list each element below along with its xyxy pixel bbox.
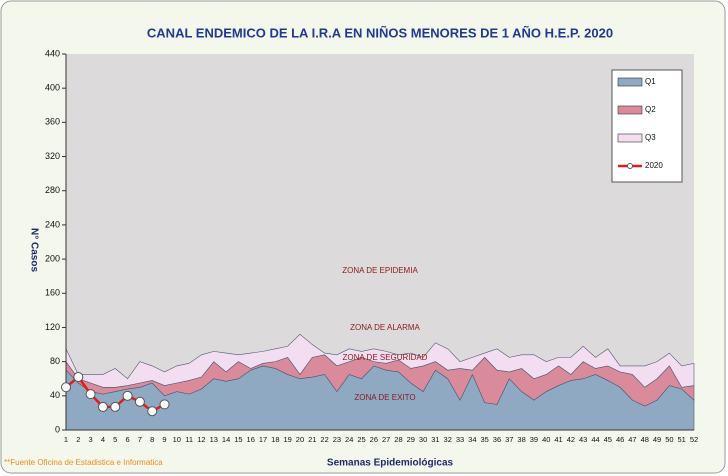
x-tick-label: 52 bbox=[690, 435, 698, 444]
x-tick-label: 20 bbox=[296, 435, 304, 444]
y-tick-label: 0 bbox=[55, 424, 60, 434]
x-tick-label: 17 bbox=[259, 435, 267, 444]
x-tick-label: 39 bbox=[530, 435, 538, 444]
y-tick-label: 200 bbox=[45, 253, 60, 263]
x-tick-label: 29 bbox=[407, 435, 415, 444]
legend-swatch bbox=[617, 105, 643, 115]
x-tick-label: 51 bbox=[678, 435, 686, 444]
x-tick-label: 19 bbox=[283, 435, 291, 444]
y-tick-label: 320 bbox=[45, 151, 60, 161]
x-tick-label: 44 bbox=[591, 435, 599, 444]
x-tick-label: 46 bbox=[616, 435, 624, 444]
x-axis-label: Semanas Epidemiológicas bbox=[327, 458, 454, 469]
zone-label: ZONA DE SEGURIDAD bbox=[343, 353, 428, 362]
x-tick-label: 42 bbox=[567, 435, 575, 444]
x-tick-label: 9 bbox=[162, 435, 166, 444]
legend-swatch-point bbox=[627, 163, 633, 169]
zone-label: ZONA DE EPIDEMIA bbox=[342, 266, 418, 275]
point bbox=[97, 401, 108, 412]
x-tick-label: 11 bbox=[185, 435, 193, 444]
x-tick-label: 48 bbox=[641, 435, 649, 444]
x-tick-label: 2 bbox=[76, 435, 80, 444]
x-tick-label: 18 bbox=[271, 435, 279, 444]
x-tick-label: 21 bbox=[308, 435, 316, 444]
point bbox=[110, 401, 121, 412]
x-tick-label: 26 bbox=[370, 435, 378, 444]
y-tick-label: 40 bbox=[50, 390, 60, 400]
x-tick-label: 40 bbox=[542, 435, 550, 444]
x-tick-label: 6 bbox=[125, 435, 129, 444]
x-tick-label: 16 bbox=[247, 435, 255, 444]
point bbox=[147, 406, 158, 417]
x-tick-label: 50 bbox=[665, 435, 673, 444]
point bbox=[73, 372, 84, 383]
x-tick-label: 22 bbox=[320, 435, 328, 444]
x-tick-label: 5 bbox=[113, 435, 117, 444]
x-tick-label: 38 bbox=[517, 435, 525, 444]
x-tick-label: 24 bbox=[345, 435, 353, 444]
x-tick-label: 36 bbox=[493, 435, 501, 444]
x-tick-label: 15 bbox=[234, 435, 242, 444]
y-tick-label: 360 bbox=[45, 117, 60, 127]
legend-swatch bbox=[617, 133, 643, 143]
x-tick-label: 43 bbox=[579, 435, 587, 444]
x-tick-label: 13 bbox=[210, 435, 218, 444]
point bbox=[61, 382, 71, 393]
zone-label: ZONA DE ALARMA bbox=[350, 323, 420, 332]
legend bbox=[611, 69, 683, 183]
x-tick-label: 37 bbox=[505, 435, 513, 444]
x-tick-label: 32 bbox=[444, 435, 452, 444]
legend-label: Q3 bbox=[645, 133, 656, 142]
x-tick-label: 3 bbox=[89, 435, 93, 444]
y-tick-label: 120 bbox=[45, 322, 60, 332]
x-tick-label: 49 bbox=[653, 435, 661, 444]
footnote: **Fuente Oficina de Estadistica e Inform… bbox=[4, 458, 163, 467]
x-tick-label: 27 bbox=[382, 435, 390, 444]
x-tick-label: 23 bbox=[333, 435, 341, 444]
x-tick-label: 35 bbox=[480, 435, 488, 444]
point bbox=[85, 389, 96, 400]
point bbox=[134, 396, 145, 407]
point bbox=[122, 390, 133, 401]
legend-swatch bbox=[617, 77, 643, 87]
x-tick-label: 34 bbox=[468, 435, 476, 444]
x-tick-label: 12 bbox=[197, 435, 205, 444]
y-tick-label: 80 bbox=[50, 356, 60, 366]
x-tick-label: 8 bbox=[150, 435, 154, 444]
y-tick-label: 160 bbox=[45, 288, 60, 298]
y-axis-label: N° Casos bbox=[28, 228, 39, 272]
x-tick-label: 30 bbox=[419, 435, 427, 444]
area-q3 bbox=[65, 333, 695, 388]
x-tick-label: 33 bbox=[456, 435, 464, 444]
x-tick-label: 7 bbox=[138, 435, 142, 444]
x-tick-label: 14 bbox=[222, 435, 230, 444]
legend-label: Q2 bbox=[645, 105, 656, 114]
x-tick-label: 25 bbox=[357, 435, 365, 444]
chart-title: CANAL ENDEMICO DE LA I.R.A EN NIÑOS MENO… bbox=[147, 25, 613, 40]
x-tick-label: 45 bbox=[604, 435, 612, 444]
y-tick-label: 440 bbox=[45, 48, 60, 58]
legend-label: 2020 bbox=[645, 161, 663, 170]
x-tick-label: 4 bbox=[101, 435, 105, 444]
x-tick-label: 31 bbox=[431, 435, 439, 444]
y-tick-label: 240 bbox=[45, 219, 60, 229]
point bbox=[159, 399, 170, 410]
y-tick-label: 400 bbox=[45, 83, 60, 93]
x-tick-label: 1 bbox=[64, 435, 68, 444]
legend-label: Q1 bbox=[645, 77, 656, 86]
y-tick-label: 280 bbox=[45, 185, 60, 195]
x-tick-label: 47 bbox=[628, 435, 636, 444]
x-tick-label: 10 bbox=[173, 435, 181, 444]
x-tick-label: 41 bbox=[554, 435, 562, 444]
zone-label: ZONA DE EXITO bbox=[354, 393, 415, 402]
x-tick-label: 28 bbox=[394, 435, 402, 444]
